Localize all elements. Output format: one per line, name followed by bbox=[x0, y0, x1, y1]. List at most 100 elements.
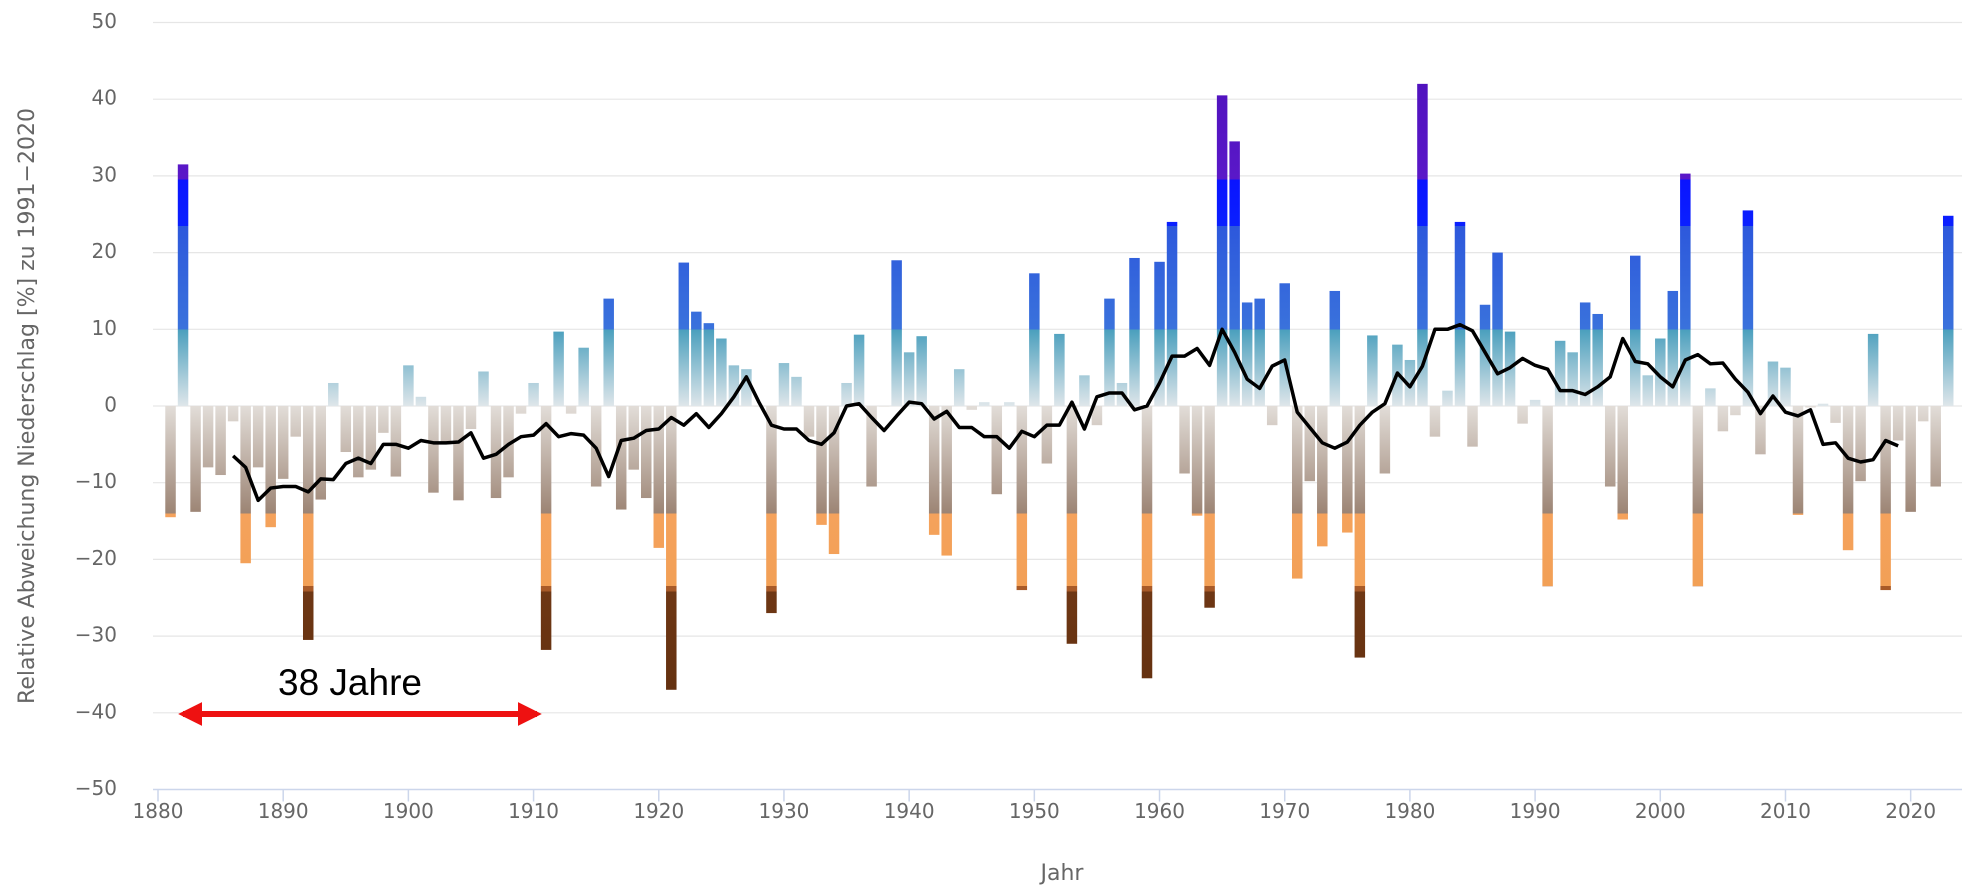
bar bbox=[528, 382, 539, 406]
bar bbox=[979, 402, 990, 406]
bar bbox=[766, 406, 777, 614]
bar bbox=[465, 406, 477, 430]
bar bbox=[928, 406, 940, 535]
y-tick-label: −10 bbox=[75, 469, 117, 493]
y-tick-label: −50 bbox=[75, 776, 117, 800]
bar bbox=[1717, 406, 1729, 432]
bar bbox=[741, 369, 752, 406]
bar bbox=[390, 406, 402, 477]
bar bbox=[1942, 215, 1954, 406]
bar bbox=[1755, 406, 1766, 455]
bar bbox=[1029, 273, 1040, 406]
bar bbox=[1817, 403, 1829, 406]
bar bbox=[515, 406, 527, 414]
y-tick-label: 50 bbox=[92, 9, 117, 33]
bar bbox=[841, 382, 852, 406]
bar bbox=[1016, 406, 1028, 591]
bar bbox=[1467, 406, 1478, 447]
bar bbox=[1742, 210, 1754, 406]
bar bbox=[716, 338, 727, 406]
bar bbox=[428, 406, 439, 493]
bar bbox=[290, 406, 301, 437]
bar bbox=[578, 347, 589, 406]
y-tick-label: 30 bbox=[92, 162, 117, 186]
y-tick-label: 0 bbox=[104, 393, 117, 417]
x-tick-label: 2010 bbox=[1760, 799, 1811, 823]
bar bbox=[1254, 298, 1265, 406]
bar bbox=[315, 406, 327, 500]
bar bbox=[1830, 406, 1841, 423]
bar bbox=[1266, 406, 1278, 426]
bar bbox=[1905, 406, 1916, 512]
x-tick-label: 1990 bbox=[1510, 799, 1561, 823]
x-tick-label: 1900 bbox=[383, 799, 434, 823]
bar bbox=[190, 406, 201, 512]
bar bbox=[603, 298, 614, 406]
bar bbox=[678, 262, 690, 406]
bar bbox=[177, 164, 189, 406]
x-tick-label: 1880 bbox=[133, 799, 184, 823]
bar bbox=[277, 406, 289, 479]
bar bbox=[215, 406, 226, 476]
bar bbox=[553, 331, 564, 406]
bar bbox=[941, 406, 952, 556]
bar bbox=[1004, 402, 1015, 406]
bar bbox=[1692, 406, 1704, 587]
bar bbox=[1705, 388, 1716, 406]
bar bbox=[1780, 367, 1791, 406]
y-tick-label: 20 bbox=[92, 239, 117, 263]
line bbox=[231, 322, 1899, 503]
bar bbox=[1066, 406, 1078, 644]
bar bbox=[1554, 340, 1566, 406]
bar bbox=[1542, 406, 1553, 587]
bar bbox=[1329, 290, 1341, 406]
bar bbox=[803, 406, 815, 437]
bar bbox=[1917, 406, 1929, 422]
bar bbox=[1054, 333, 1065, 406]
bar bbox=[1417, 83, 1428, 407]
bar bbox=[615, 406, 627, 510]
x-tick-label: 1940 bbox=[884, 799, 935, 823]
x-tick-label: 1890 bbox=[258, 799, 309, 823]
x-tick-label: 1970 bbox=[1259, 799, 1310, 823]
bar bbox=[1429, 406, 1441, 437]
y-tick-label: −20 bbox=[75, 546, 117, 570]
bar bbox=[1317, 406, 1328, 547]
bar bbox=[490, 406, 502, 499]
y-tick-label: −30 bbox=[75, 623, 117, 647]
x-tick-label: 1930 bbox=[759, 799, 810, 823]
x-tick-label: 1910 bbox=[508, 799, 559, 823]
y-axis-title: Relative Abweichung Niederschlag [%] zu … bbox=[15, 108, 40, 704]
bar bbox=[828, 406, 840, 555]
bar bbox=[1855, 406, 1866, 482]
bar bbox=[966, 406, 977, 410]
bar bbox=[503, 406, 514, 478]
bar bbox=[1792, 406, 1804, 515]
bar bbox=[1104, 298, 1115, 406]
bar bbox=[1517, 406, 1528, 424]
bar bbox=[1141, 406, 1153, 679]
bar bbox=[728, 365, 740, 406]
x-tick-label: 1950 bbox=[1009, 799, 1060, 823]
bar bbox=[903, 352, 915, 406]
bar bbox=[891, 260, 902, 406]
bar bbox=[328, 382, 339, 406]
bar bbox=[666, 406, 677, 690]
bar bbox=[340, 406, 352, 453]
bar bbox=[1354, 406, 1366, 658]
bar bbox=[478, 371, 489, 406]
bars bbox=[165, 83, 1954, 690]
x-tick-label: 1960 bbox=[1134, 799, 1185, 823]
bar bbox=[1667, 290, 1679, 406]
bar bbox=[640, 406, 652, 499]
annotation: 38 Jahre bbox=[278, 662, 422, 703]
bar bbox=[953, 369, 965, 406]
bar bbox=[453, 406, 464, 501]
bar bbox=[1579, 302, 1591, 406]
bar bbox=[1079, 375, 1090, 406]
bar bbox=[866, 406, 877, 487]
bar bbox=[1617, 406, 1628, 520]
bar bbox=[753, 406, 765, 407]
bar bbox=[1730, 406, 1741, 416]
